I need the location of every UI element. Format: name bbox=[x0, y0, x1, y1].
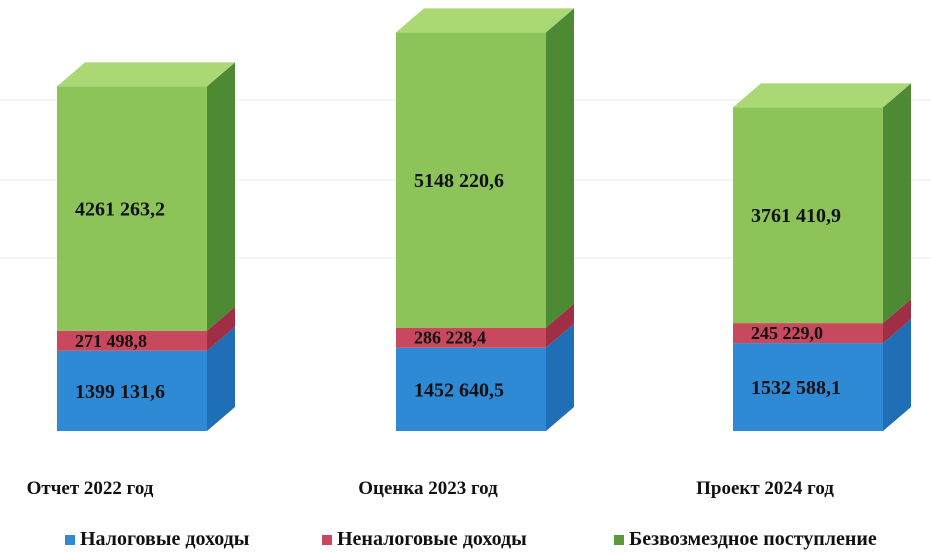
bar-nontax-side-1 bbox=[546, 303, 574, 348]
legend-label-nontax: Неналоговые доходы bbox=[337, 528, 527, 550]
bar-grants-side-2 bbox=[883, 83, 911, 324]
data-label-grants-0: 4261 263,2 bbox=[75, 199, 165, 221]
category-label-1: Оценка 2023 год bbox=[358, 478, 498, 499]
data-label-nontax-1: 286 228,4 bbox=[414, 328, 486, 348]
bar-nontax-side-0 bbox=[207, 306, 235, 351]
data-label-tax-2: 1532 588,1 bbox=[751, 377, 841, 399]
bar-grants-side-0 bbox=[207, 62, 235, 331]
category-label-2: Проект 2024 год bbox=[696, 478, 834, 499]
bar-grants-top-1 bbox=[396, 8, 574, 33]
bar-stack-1: 1452 640,5 286 228,4 5148 220,6 bbox=[396, 8, 574, 431]
legend-item-grants: Безвозмездное поступление bbox=[614, 528, 877, 551]
legend-label-tax: Налоговые доходы bbox=[80, 528, 250, 550]
bar-nontax-side-2 bbox=[883, 299, 911, 344]
category-label-0: Отчет 2022 год bbox=[26, 478, 154, 499]
legend-item-tax: Налоговые доходы bbox=[65, 528, 249, 551]
bar-tax-front-0 bbox=[57, 350, 207, 431]
bar-nontax-front-1 bbox=[396, 327, 546, 348]
bar-tax-side-2 bbox=[883, 319, 911, 431]
data-label-grants-1: 5148 220,6 bbox=[414, 170, 504, 192]
data-label-tax-1: 1452 640,5 bbox=[414, 379, 504, 401]
legend-item-nontax: Неналоговые доходы bbox=[322, 528, 527, 551]
bar-tax-side-0 bbox=[207, 326, 235, 431]
data-label-nontax-2: 245 229,0 bbox=[751, 323, 823, 343]
legend-swatch-nontax bbox=[322, 534, 332, 545]
data-label-nontax-0: 271 498,8 bbox=[75, 331, 147, 351]
bar-stack-0: 1399 131,6 271 498,8 4261 263,2 bbox=[57, 62, 235, 431]
legend-swatch-grants bbox=[614, 534, 624, 545]
data-label-tax-0: 1399 131,6 bbox=[75, 381, 165, 403]
bar-grants-front-1 bbox=[396, 32, 546, 328]
bar-grants-top-0 bbox=[57, 62, 235, 87]
bar-grants-front-0 bbox=[57, 86, 207, 331]
legend-swatch-tax bbox=[65, 534, 75, 545]
bar-tax-side-1 bbox=[546, 323, 574, 431]
bar-grants-top-2 bbox=[733, 83, 911, 108]
bar-nontax-front-0 bbox=[57, 330, 207, 351]
bar-nontax-front-2 bbox=[733, 323, 883, 344]
chart-plot: 1399 131,6 271 498,8 4261 263,2 1452 640,5 2… bbox=[0, 8, 931, 431]
bar-stack-2: 1532 588,1 245 229,0 3761 410,9 bbox=[733, 83, 911, 431]
bar-grants-side-1 bbox=[546, 8, 574, 328]
legend-label-grants: Безвозмездное поступление bbox=[629, 528, 877, 550]
bar-grants-front-2 bbox=[733, 107, 883, 324]
bar-tax-front-1 bbox=[396, 347, 546, 431]
legend: Налоговые доходы Неналоговые доходы Безв… bbox=[0, 528, 931, 554]
data-label-grants-2: 3761 410,9 bbox=[751, 205, 841, 227]
bar-tax-front-2 bbox=[733, 343, 883, 431]
